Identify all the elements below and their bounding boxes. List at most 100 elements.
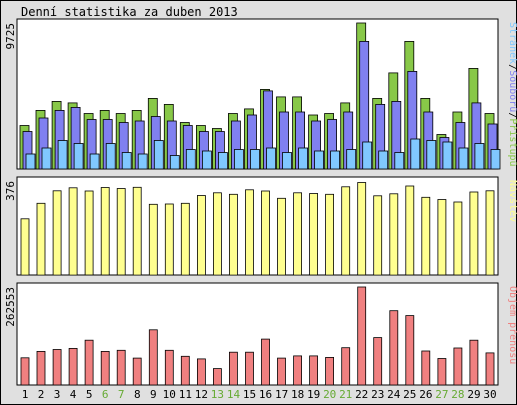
bottom-panel: 262553 Objem přenosu [4, 282, 517, 386]
day-label-11: 11 [179, 388, 192, 401]
middle-bar-day-5 [84, 190, 94, 276]
middle-bar-day-20 [325, 193, 335, 276]
top-bar-pages-day-26 [426, 140, 437, 170]
bottom-bar-day-25 [405, 315, 415, 386]
bottom-bar-day-3 [52, 349, 62, 386]
middle-bar-day-26 [421, 196, 431, 276]
top-bar-pages-day-3 [57, 140, 68, 170]
bottom-bar-day-27 [437, 358, 447, 386]
bottom-bar-day-19 [309, 355, 319, 386]
top-bar-pages-day-19 [314, 150, 325, 170]
top-bar-pages-day-27 [442, 141, 453, 170]
legend-Přístupů: Přístupů [507, 118, 517, 166]
bottom-ymax-label: 262553 [4, 287, 17, 327]
middle-bar-day-15 [245, 189, 254, 276]
middle-bar-day-4 [68, 187, 78, 276]
top-bar-pages-day-7 [121, 152, 132, 170]
bottom-bar-day-6 [100, 350, 110, 386]
day-label-4: 4 [70, 388, 77, 401]
middle-bar-day-11 [180, 202, 190, 276]
top-ymax-label: 9725 [4, 23, 17, 50]
day-label-20: 20 [323, 388, 336, 401]
bottom-bar-day-16 [261, 338, 270, 386]
middle-bar-day-19 [309, 193, 319, 276]
bottom-bar-day-1 [20, 357, 30, 386]
middle-bar-day-8 [132, 186, 142, 276]
top-legend: Stránek/Souborů/Přístupů [507, 22, 517, 167]
top-bar-pages-day-29 [474, 143, 485, 170]
legend-Návštěv: Návštěv [507, 180, 517, 222]
top-bar-pages-day-24 [394, 152, 405, 170]
top-bar-pages-day-22 [362, 141, 373, 170]
middle-bar-day-10 [164, 203, 174, 276]
middle-bar-day-25 [405, 185, 415, 276]
day-label-12: 12 [195, 388, 208, 401]
middle-bar-day-2 [36, 202, 46, 276]
middle-ymax-label: 376 [4, 181, 17, 201]
bottom-bar-day-23 [373, 337, 383, 386]
bottom-bar-day-26 [421, 350, 431, 386]
day-label-29: 29 [467, 388, 480, 401]
middle-bar-day-30 [485, 190, 495, 276]
legend-separator: / [507, 64, 517, 70]
middle-bar-day-1 [20, 218, 30, 276]
middle-bar-day-21 [341, 186, 351, 276]
legend-Souborů: Souborů [507, 70, 517, 112]
legend-separator: / [507, 112, 517, 118]
middle-bar-day-17 [277, 197, 286, 276]
bottom-legend: Objem přenosu [507, 286, 517, 364]
day-label-28: 28 [451, 388, 464, 401]
bottom-bar-day-22 [357, 286, 367, 386]
middle-bar-day-12 [196, 195, 206, 276]
top-bar-pages-day-11 [185, 149, 196, 170]
bottom-bar-day-9 [148, 329, 158, 386]
middle-bar-day-13 [212, 192, 222, 276]
middle-legend: Návštěv [507, 180, 517, 222]
middle-bar-day-9 [148, 203, 158, 276]
bottom-bar-day-4 [68, 347, 78, 386]
legend-Objem přenosu: Objem přenosu [507, 286, 517, 364]
bottom-bar-day-10 [164, 349, 174, 386]
day-label-26: 26 [419, 388, 432, 401]
top-panel: 9725 Stránek/Souborů/Přístupů [4, 18, 517, 170]
day-label-25: 25 [403, 388, 416, 401]
middle-bar-day-7 [116, 188, 126, 276]
bottom-panel-background [16, 282, 499, 386]
top-bar-pages-day-4 [73, 143, 84, 170]
top-bar-pages-day-17 [282, 152, 292, 170]
bottom-bar-day-30 [485, 352, 495, 386]
day-label-23: 23 [371, 388, 384, 401]
middle-bar-day-6 [100, 187, 110, 276]
middle-bar-day-27 [437, 199, 447, 276]
bottom-bar-day-21 [341, 347, 351, 386]
bottom-bar-day-20 [325, 356, 335, 386]
top-bar-pages-day-15 [250, 149, 260, 170]
bottom-bar-day-29 [469, 339, 479, 386]
day-label-21: 21 [339, 388, 352, 401]
top-bar-pages-day-14 [233, 149, 244, 170]
top-bar-pages-day-18 [298, 147, 309, 170]
day-label-16: 16 [259, 388, 272, 401]
middle-bar-day-29 [469, 191, 479, 276]
day-label-8: 8 [134, 388, 141, 401]
day-label-15: 15 [243, 388, 256, 401]
top-bar-pages-day-1 [25, 153, 36, 170]
day-label-7: 7 [118, 388, 125, 401]
day-label-14: 14 [227, 388, 241, 401]
top-bar-pages-day-23 [378, 150, 389, 170]
top-bar-pages-day-13 [217, 152, 228, 170]
day-label-13: 13 [211, 388, 224, 401]
day-label-18: 18 [291, 388, 304, 401]
bottom-bar-day-12 [196, 358, 206, 386]
day-label-5: 5 [86, 388, 93, 401]
middle-bar-day-28 [453, 201, 463, 276]
bottom-bar-day-2 [36, 350, 46, 386]
top-bar-pages-day-30 [490, 149, 501, 170]
chart-title: Denní statistika za duben 2013 [21, 5, 238, 19]
middle-bar-day-3 [52, 190, 62, 276]
top-bar-pages-day-28 [458, 147, 469, 170]
top-bar-pages-day-20 [330, 150, 341, 170]
legend-Stránek: Stránek [507, 22, 517, 64]
bottom-bar-day-24 [389, 310, 399, 386]
